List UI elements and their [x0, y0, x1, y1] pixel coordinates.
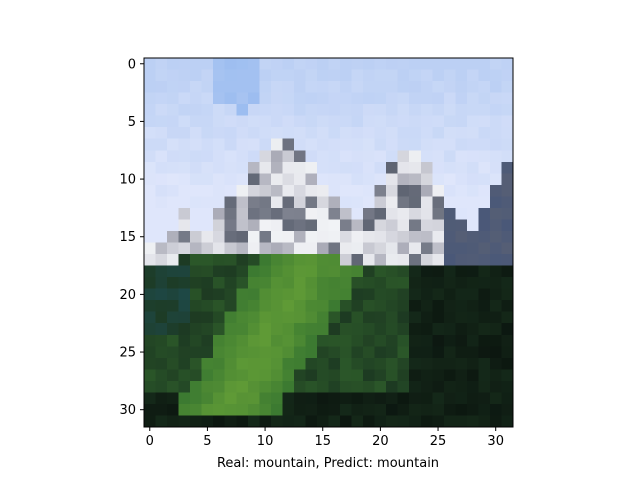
x-axis: 0 5 10 15 20 25 30 [146, 427, 504, 449]
y-tick-label: 20 [119, 288, 136, 303]
x-tick-label: 0 [146, 434, 154, 449]
y-tick-label: 15 [119, 230, 136, 245]
x-tick-label: 5 [203, 434, 211, 449]
y-tick-label: 5 [128, 115, 136, 130]
x-tick-label: 20 [372, 434, 389, 449]
mountain-image [144, 58, 514, 428]
y-tick-label: 10 [119, 173, 136, 188]
axes-frame [143, 57, 514, 428]
x-tick-label: 15 [314, 434, 331, 449]
y-tick-label: 0 [128, 57, 136, 72]
x-tick-label: 25 [430, 434, 447, 449]
x-axis-label: Real: mountain, Predict: mountain [217, 456, 439, 471]
y-tick-label: 30 [119, 403, 136, 418]
x-tick-label: 30 [487, 434, 504, 449]
x-tick-label: 10 [257, 434, 274, 449]
y-tick-label: 25 [119, 346, 136, 361]
y-axis: 0 5 10 15 20 25 30 [119, 57, 144, 418]
